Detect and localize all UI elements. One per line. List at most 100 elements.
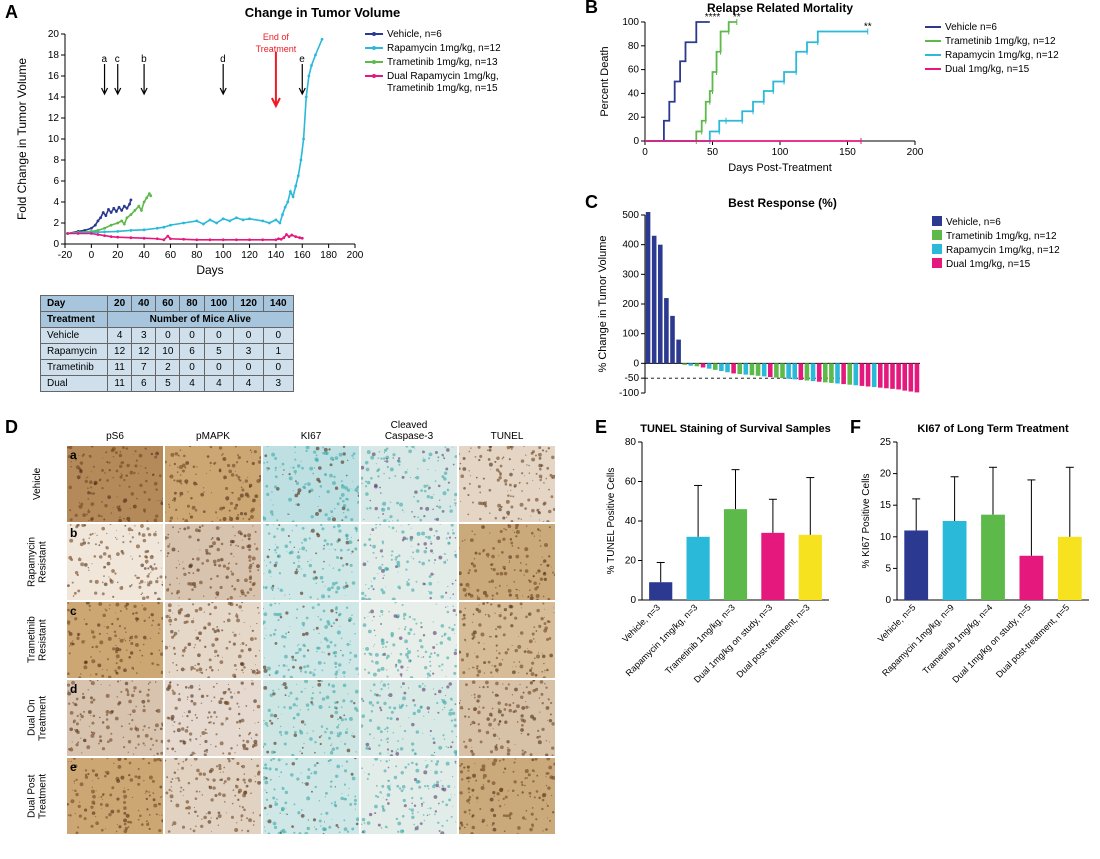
svg-text:0: 0 [630,595,636,606]
svg-text:a: a [102,54,108,65]
svg-text:18: 18 [48,50,60,61]
svg-text:KI67 of Long Term Treatment: KI67 of Long Term Treatment [917,423,1069,435]
svg-text:% Change in Tumor Volume: % Change in Tumor Volume [597,236,609,373]
svg-text:400: 400 [622,240,639,251]
svg-text:Vehicle, n=5: Vehicle, n=5 [876,602,918,644]
ihc-image-cell: e [67,758,163,834]
svg-text:200: 200 [622,299,639,310]
svg-text:Dual post-treatment, n=3: Dual post-treatment, n=3 [734,602,811,679]
svg-text:Vehicle, n=6: Vehicle, n=6 [946,217,1001,228]
panel-e-chart: TUNEL Staining of Survival Samples020406… [600,420,835,750]
svg-text:180: 180 [320,250,337,261]
svg-text:2: 2 [53,218,59,229]
svg-text:300: 300 [622,269,639,280]
svg-text:200: 200 [907,147,924,158]
svg-text:60: 60 [165,250,177,261]
svg-text:16: 16 [48,71,60,82]
ihc-col-header: CleavedCaspase-3 [361,420,457,444]
svg-text:Trametinib 1mg/kg, n=13: Trametinib 1mg/kg, n=13 [387,57,498,68]
ihc-image-cell [361,680,457,756]
svg-text:100: 100 [622,329,639,340]
svg-text:20: 20 [880,469,892,480]
svg-text:40: 40 [139,250,151,261]
panel-f-label: F [850,417,861,438]
svg-text:14: 14 [48,92,60,103]
ihc-image-cell [459,602,555,678]
svg-text:100: 100 [622,17,639,28]
svg-text:% TUNEL Positive Cells: % TUNEL Positive Cells [606,468,617,575]
ihc-image-cell [165,680,261,756]
ihc-image-cell [263,446,359,522]
panel-c-label: C [585,192,598,213]
svg-text:6: 6 [53,176,59,187]
panel-a-chart: 02468101214161820-2002040608010012014016… [10,24,555,284]
svg-text:200: 200 [347,250,364,261]
ihc-image-cell [459,758,555,834]
svg-text:500: 500 [622,210,639,221]
svg-text:5: 5 [885,563,891,574]
svg-text:Days Post-Treatment: Days Post-Treatment [728,162,832,174]
svg-text:Rapamycin 1mg/kg, n=9: Rapamycin 1mg/kg, n=9 [880,602,956,678]
ihc-row-header: RapamycinResistant [10,524,65,600]
svg-text:50: 50 [707,147,719,158]
svg-text:20: 20 [48,29,60,40]
svg-text:0: 0 [89,250,95,261]
svg-text:b: b [141,54,147,65]
svg-text:20: 20 [628,112,640,123]
ihc-image-cell [361,446,457,522]
svg-text:Days: Days [196,263,223,277]
panel-d-label: D [5,417,18,438]
svg-text:-100: -100 [619,388,639,399]
svg-text:60: 60 [625,477,637,488]
svg-text:80: 80 [191,250,203,261]
panel-b-label: B [585,0,598,18]
svg-text:100: 100 [772,147,789,158]
svg-text:Trametinib 1mg/kg, n=12: Trametinib 1mg/kg, n=12 [945,36,1056,47]
svg-text:Rapamycin 1mg/kg, n=3: Rapamycin 1mg/kg, n=3 [624,602,700,678]
svg-text:****: **** [705,12,721,23]
svg-text:**: ** [864,22,872,33]
svg-text:Fold Change in Tumor Volume: Fold Change in Tumor Volume [15,58,29,220]
ihc-col-header: TUNEL [459,431,555,444]
svg-text:40: 40 [628,88,640,99]
ihc-image-cell [263,680,359,756]
panel-d: D pS6pMAPKKI67CleavedCaspase-3TUNELVehic… [10,420,580,850]
svg-text:20: 20 [625,556,637,567]
svg-text:Dual 1mg/kg, n=15: Dual 1mg/kg, n=15 [945,64,1030,75]
panel-c-chart: Best Response (%)-100-500100200300400500… [590,195,1090,405]
ihc-col-header: pMAPK [165,431,261,444]
svg-text:Rapamycin 1mg/kg, n=12: Rapamycin 1mg/kg, n=12 [946,245,1060,256]
ihc-image-cell [263,758,359,834]
svg-text:80: 80 [628,41,640,52]
panel-a: A Change in Tumor Volume 024681012141618… [10,5,555,415]
panel-b-chart: Relapse Related Mortality020406080100050… [590,0,1090,175]
svg-text:160: 160 [294,250,311,261]
svg-text:0: 0 [53,239,59,250]
ihc-row-header: TrametinibResistant [10,602,65,678]
ihc-col-header: pS6 [67,431,163,444]
svg-text:0: 0 [885,595,891,606]
svg-text:0: 0 [642,147,648,158]
panel-f: F KI67 of Long Term Treatment0510152025%… [855,420,1095,850]
ihc-row-header: Dual OnTreatment [10,680,65,756]
svg-text:20: 20 [112,250,124,261]
svg-text:60: 60 [628,65,640,76]
svg-text:TUNEL Staining of Survival Sam: TUNEL Staining of Survival Samples [640,423,831,435]
svg-text:Trametinib 1mg/kg, n=12: Trametinib 1mg/kg, n=12 [946,231,1057,242]
svg-text:80: 80 [625,437,637,448]
panel-d-grid: pS6pMAPKKI67CleavedCaspase-3TUNELVehicle… [10,424,580,834]
svg-text:120: 120 [241,250,258,261]
svg-text:10: 10 [880,532,892,543]
svg-text:**: ** [733,12,741,23]
panel-a-table: Day20406080100120140TreatmentNumber of M… [10,295,555,392]
svg-text:Dual post-treatment, n=5: Dual post-treatment, n=5 [994,602,1071,679]
panel-b: B Relapse Related Mortality0204060801000… [590,0,1090,180]
ihc-image-cell [459,446,555,522]
svg-text:0: 0 [633,136,639,147]
svg-text:-50: -50 [625,373,640,384]
ihc-image-cell [459,524,555,600]
panel-a-label: A [5,2,18,23]
ihc-image-cell [361,758,457,834]
svg-text:Vehicle n=6: Vehicle n=6 [945,22,997,33]
ihc-image-cell: d [67,680,163,756]
